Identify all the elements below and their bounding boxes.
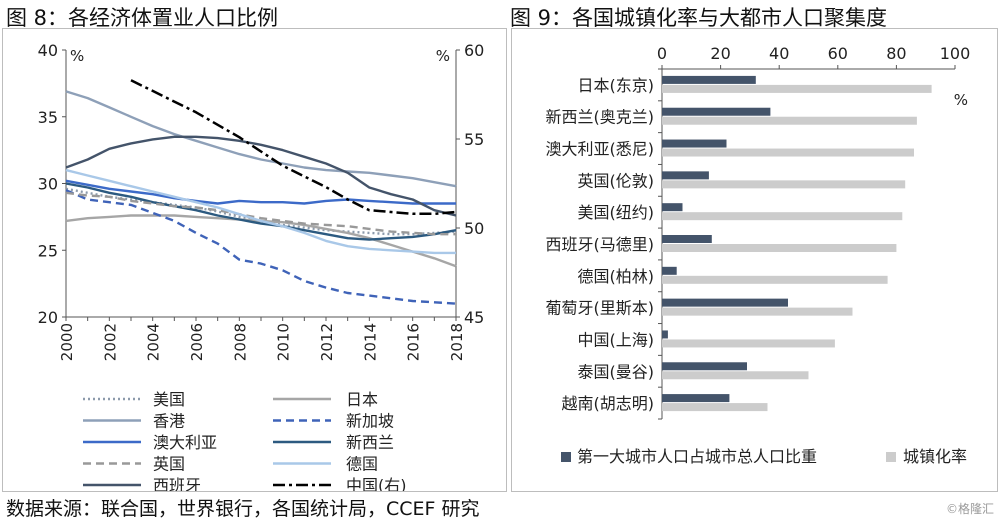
fig8-left-tick-label: 25 — [38, 241, 58, 260]
fig9-x-tick-label: 60 — [828, 44, 848, 63]
fig9-bar-primary-city — [662, 394, 730, 403]
fig8-right-tick-label: 50 — [464, 219, 484, 238]
fig8-left-unit: % — [70, 47, 84, 65]
fig9-bar-urbanization — [662, 212, 903, 221]
fig9-bar-primary-city — [662, 330, 668, 339]
fig9-bar-primary-city — [662, 75, 756, 84]
fig8-x-tick-label: 2004 — [145, 323, 163, 361]
fig9-bar-chart: 0 20 40 60 80 100% 日本(东京) 新西兰(奥克兰) 澳大利亚(悉尼) 英国(伦敦… — [511, 28, 998, 492]
fig8-x-tick-label: 2018 — [448, 323, 466, 361]
fig9-bar-urbanization — [662, 307, 853, 316]
fig8-title: 图 8：各经济体置业人口比例 — [6, 6, 279, 30]
fig9-bar-primary-city — [662, 107, 771, 116]
fig8-x-tick-label: 2016 — [405, 323, 423, 361]
fig9-category-label: 英国(伦敦) — [578, 171, 655, 190]
fig9-legend-swatch-primary-city — [561, 452, 571, 462]
fig8-x-tick-label: 2002 — [101, 323, 119, 361]
fig9-title: 图 9：各国城镇化率与大都市人口聚集度 — [510, 6, 888, 30]
fig9-bar-urbanization — [662, 116, 917, 125]
fig8-legend-label: 澳大利亚 — [153, 433, 217, 452]
fig8-legend-label: 西班牙 — [153, 476, 201, 491]
fig9-x-tick-label: 80 — [886, 44, 906, 63]
fig8-legend-label: 新加坡 — [346, 412, 394, 431]
fig8-left-tick-label: 30 — [38, 175, 58, 194]
fig9-bar-urbanization — [662, 180, 906, 189]
fig9-legend-label-urbanization: 城镇化率 — [903, 447, 967, 466]
fig9-bar-primary-city — [662, 203, 683, 212]
fig8-right-tick-label: 60 — [464, 41, 484, 60]
fig9-category-label: 越南(胡志明) — [562, 394, 655, 413]
fig8-series-line — [65, 168, 456, 255]
fig9-bar-primary-city — [662, 362, 747, 371]
fig8-legend-label: 中国(右) — [346, 476, 407, 491]
fig8-x-tick-label: 2008 — [231, 323, 249, 361]
fig8-series-line — [65, 189, 457, 305]
fig8-right-unit: % — [436, 47, 450, 65]
fig9-bar-urbanization — [662, 371, 809, 380]
fig9-bar-urbanization — [662, 148, 914, 157]
fig8-x-tick-label: 2012 — [318, 323, 336, 361]
fig8-legend-label: 日本 — [346, 390, 378, 409]
fig8-series-line — [65, 187, 457, 236]
fig8-legend-label: 新西兰 — [346, 433, 394, 452]
fig8-x-tick-label: 2014 — [361, 323, 379, 361]
fig8-x-tick-label: 2000 — [58, 323, 76, 361]
fig8-legend-label: 德国 — [346, 455, 378, 474]
fig9-category-label: 澳大利亚(悉尼) — [546, 140, 655, 159]
fig8-x-tick-label: 2006 — [188, 323, 206, 361]
fig9-bar-urbanization — [662, 339, 835, 348]
fig9-category-label: 葡萄牙(里斯本) — [546, 299, 655, 318]
fig8-right-tick-label: 45 — [464, 308, 484, 327]
fig9-bar-urbanization — [662, 84, 932, 93]
fig9-x-tick-label: 0 — [657, 44, 667, 63]
fig9-bar-primary-city — [662, 171, 709, 180]
fig8-left-tick-label: 20 — [38, 308, 58, 327]
fig9-category-label: 德国(柏林) — [578, 267, 655, 286]
fig8-right-tick-label: 55 — [464, 130, 484, 149]
fig9-x-tick-label: 20 — [710, 44, 730, 63]
fig9-category-label: 日本(东京) — [578, 76, 655, 95]
fig8-legend-label: 香港 — [153, 412, 185, 431]
fig9-chart-svg: 0 20 40 60 80 100% 日本(东京) 新西兰(奥克兰) 澳大利亚(悉尼) 英国(伦敦… — [546, 44, 971, 466]
watermark: ©格隆汇 — [945, 502, 994, 516]
fig8-line-chart: 20 25 30 35 40% 45 50 55 60% 2000 2002 2004 2006 2008… — [2, 28, 507, 492]
data-source-note: 数据来源：联合国，世界银行，各国统计局，CCEF 研究 — [6, 498, 480, 520]
fig9-bar-urbanization — [662, 244, 897, 252]
fig9-bar-primary-city — [662, 235, 712, 243]
fig8-series-line — [65, 182, 457, 241]
fig9-category-label: 西班牙(马德里) — [546, 235, 655, 254]
fig9-category-label: 泰国(曼谷) — [578, 362, 655, 381]
fig9-category-label: 新西兰(奥克兰) — [546, 108, 655, 127]
fig9-bar-urbanization — [662, 403, 768, 412]
fig8-chart-svg: 20 25 30 35 40 % 45 50 55 60% 2000 2002 2004 2006 2008… — [38, 41, 485, 491]
fig8-series-line — [65, 191, 456, 236]
fig9-legend-label-primary-city: 第一大城市人口占城市总人口比重 — [577, 447, 817, 466]
fig9-bar-primary-city — [662, 298, 788, 307]
fig9-bar-primary-city — [662, 139, 727, 148]
fig8-legend-label: 美国 — [153, 390, 185, 409]
fig9-x-unit: % — [954, 91, 968, 109]
fig8-left-tick-label: 40 — [38, 41, 58, 60]
fig8-series-line — [130, 79, 457, 216]
fig8-series-line — [65, 90, 457, 188]
fig8-left-tick-label: 35 — [38, 108, 58, 127]
fig9-x-tick-label: 40 — [769, 44, 789, 63]
fig9-category-label: 中国(上海) — [578, 330, 655, 349]
fig9-bar-urbanization — [662, 275, 888, 284]
fig9-x-tick-label: 100 — [940, 44, 971, 63]
fig8-x-tick-label: 2010 — [275, 323, 293, 361]
fig8-series-line — [65, 135, 457, 217]
fig9-legend-swatch-urbanization — [886, 452, 896, 462]
fig8-series-line — [65, 179, 456, 205]
fig9-category-label: 美国(纽约) — [578, 203, 655, 222]
fig9-bar-primary-city — [662, 266, 677, 275]
fig8-legend-label: 英国 — [153, 455, 185, 474]
